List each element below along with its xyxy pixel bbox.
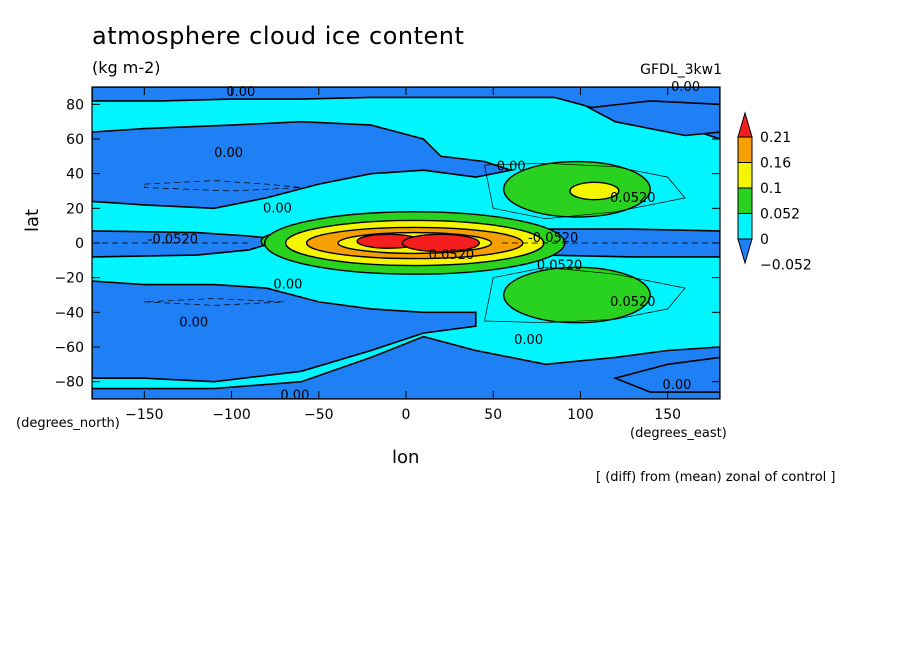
region-north-negative-band [92, 120, 514, 210]
contour-label: 0.00 [226, 85, 255, 100]
region-south-east-negative [612, 356, 720, 393]
y-tick-label: −40 [54, 305, 84, 321]
colorbar-label: −0.052 [760, 258, 812, 274]
colorbar-label: 0.1 [760, 181, 782, 197]
colorbar-bottom-arrow [737, 238, 753, 265]
colorbar-top-arrow [737, 111, 753, 138]
contour-label: 0.0520 [429, 248, 475, 263]
colorbar-label: 0 [760, 232, 769, 248]
colorbar-label: 0.16 [760, 156, 791, 172]
contour-dash-north [143, 180, 302, 192]
contour-label: -0.0520 [528, 231, 578, 246]
contour-label: 0.00 [273, 278, 302, 293]
x-tick-label: −50 [304, 407, 334, 423]
contour-label: -0.0520 [148, 233, 198, 248]
y-tick-label: 60 [66, 132, 84, 148]
contour-label: 0.00 [662, 378, 691, 393]
region-central-red-east [401, 233, 480, 253]
x-axis-label: lon [392, 447, 420, 468]
chart-title: atmosphere cloud ice content [92, 22, 465, 50]
y-tick-label: 20 [66, 201, 84, 217]
y-tick-label: −60 [54, 340, 84, 356]
colorbar-box [737, 187, 753, 214]
colorbar-label: 0.21 [760, 130, 791, 146]
contour-label: 0.00 [179, 316, 208, 331]
colorbar-label: 0.052 [760, 207, 800, 223]
y-tick-label: 80 [66, 97, 84, 113]
region-south-polar-negative [92, 335, 720, 399]
model-name: GFDL_3kw1 [640, 62, 722, 78]
footnote: [ (diff) from (mean) zonal of control ] [596, 470, 836, 485]
contour-thin-se [484, 266, 686, 324]
x-tick-label: 100 [567, 407, 594, 423]
chart-units: (kg m-2) [92, 58, 161, 77]
y-axis-label: lat [22, 208, 43, 232]
region-north-east-negative [586, 100, 720, 137]
contour-label: 0.00 [214, 146, 243, 161]
colorbar-box [737, 136, 753, 163]
y-tick-label: 40 [66, 167, 84, 183]
x-tick-label: 150 [654, 407, 681, 423]
contour-label: 0.0520 [610, 191, 656, 206]
axes: −150 −100 −50 0 50 100 150 −80 −60 −40 −20 0 20 40 60 8… [54, 86, 721, 423]
colorbar-box [737, 213, 753, 240]
contour-label: 0.0520 [610, 295, 656, 310]
contour-field [92, 87, 720, 399]
region-north-east-yellow [569, 181, 620, 201]
region-south-negative-band [92, 280, 477, 383]
x-tick-label: −100 [212, 407, 250, 423]
x-tick-label: 50 [484, 407, 502, 423]
contour-label: 0.00 [497, 160, 526, 175]
contour-label: 0.0520 [537, 259, 583, 274]
region-north-polar-negative [92, 87, 720, 140]
x-axis-units: (degrees_east) [630, 426, 727, 441]
plot-area: 0.000.000.000.000.000.000.000.000.000.00… [92, 80, 720, 404]
colorbar: 0.21 0.16 0.1 0.052 0 −0.052 [737, 111, 812, 274]
contour-label: 0.00 [280, 389, 309, 404]
y-axis-units: (degrees_north) [16, 416, 120, 431]
region-south-east-positive [502, 266, 651, 324]
colorbar-box [737, 162, 753, 189]
x-tick-label: −150 [125, 407, 163, 423]
contour-label: 0.00 [514, 333, 543, 348]
contour-label: 0.00 [263, 201, 292, 216]
y-tick-label: 0 [75, 236, 84, 252]
x-tick-label: 0 [402, 407, 411, 423]
contour-thin-ne [484, 162, 686, 220]
contour-dash-south [144, 298, 284, 306]
y-tick-label: −80 [54, 375, 84, 391]
y-tick-label: −20 [54, 271, 84, 287]
